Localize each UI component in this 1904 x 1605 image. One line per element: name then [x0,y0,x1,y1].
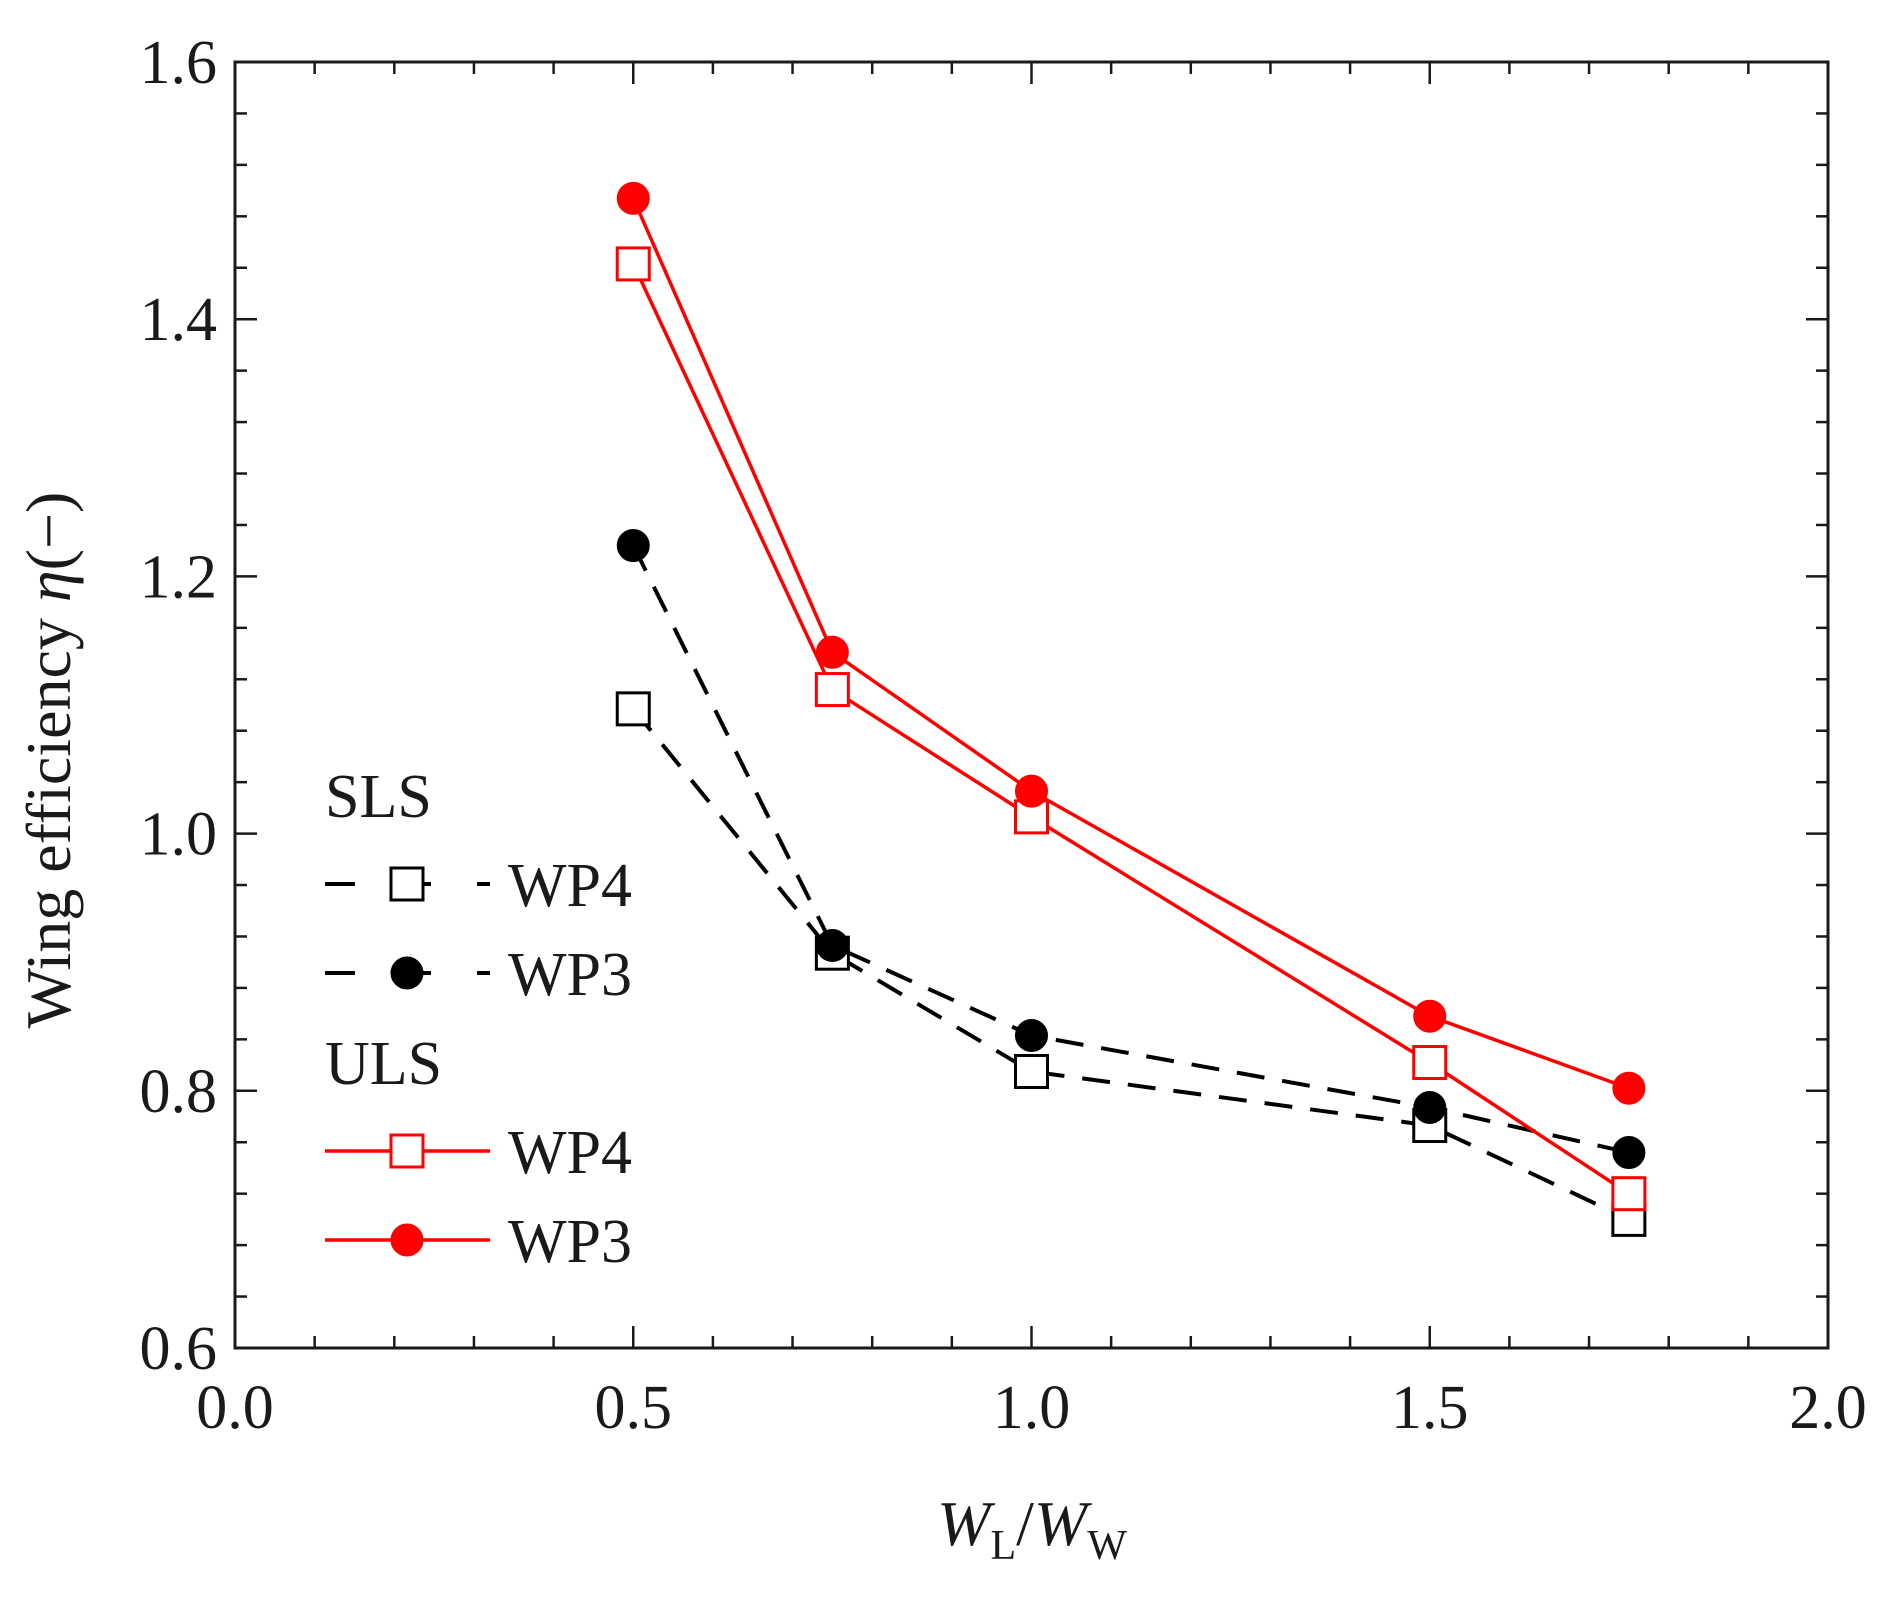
data-point [814,672,850,708]
y-tick-label: 1.2 [140,543,218,611]
data-point [1014,1054,1049,1090]
legend-entry-label: WP3 [508,941,632,1009]
legend-marker [389,1133,425,1169]
data-point [616,529,650,563]
x-tick-label: 0.5 [595,1374,673,1442]
x-tick-label: 0.0 [196,1374,274,1442]
data-point [1412,1045,1448,1081]
series-uls-wp4 [615,246,1647,1212]
x-axis-title-slash: / [1016,1488,1034,1559]
x-axis-title-w2: W [1034,1488,1093,1559]
legend-entry-label: WP4 [508,852,632,920]
y-tick-label: 1.0 [140,801,218,869]
y-tick-label: 1.4 [140,286,218,354]
y-axis-title-unit: (−) [13,492,84,571]
plot-area-frame [233,60,1830,1350]
data-point [1015,774,1048,808]
legend-marker [389,866,425,902]
x-tick-label: 2.0 [1789,1374,1867,1442]
data-point [1413,999,1447,1033]
legend-marker [390,1223,424,1257]
data-point [1015,1019,1048,1053]
legend-entry-label: WP4 [508,1119,632,1187]
data-point [1612,1136,1646,1170]
data-point [615,246,651,282]
legend-group-title: ULS [325,1030,442,1098]
legend-entry: WP3 [325,1208,632,1276]
x-axis-title-w1: W [937,1488,996,1559]
y-axis-title-symbol: η [13,570,84,602]
data-point [1014,799,1049,835]
legend-entry: WP3 [325,941,632,1009]
series-uls-wp3 [616,181,1646,1105]
x-axis-title-sub1: L [990,1523,1016,1569]
data-point [815,635,849,669]
legend-group-title: SLS [325,763,432,831]
series-line [631,707,1630,1222]
data-point [815,928,849,962]
legend-marker [390,956,424,990]
y-tick-label: 1.6 [140,29,218,97]
legend-entry: WP4 [325,1119,632,1187]
data-point [1612,1071,1646,1105]
data-point [1413,1091,1447,1125]
y-tick-label: 0.8 [140,1058,218,1126]
legend-entry: WP4 [325,852,632,920]
x-tick-label: 1.5 [1391,1374,1469,1442]
data-point [1611,1176,1647,1212]
x-tick-label: 1.0 [993,1374,1071,1442]
y-axis-title-text: Wing efficiency [13,602,84,1028]
y-tick-label: 0.6 [140,1315,218,1383]
series-sls-wp3 [616,529,1646,1170]
legend-entry-label: WP3 [508,1208,632,1276]
x-axis-title-sub2: W [1087,1523,1127,1569]
x-axis-title: WL/WW [937,1488,1127,1569]
data-point [615,691,651,727]
data-point [616,181,650,215]
y-axis-title: Wing efficiency η(−) [13,492,84,1029]
